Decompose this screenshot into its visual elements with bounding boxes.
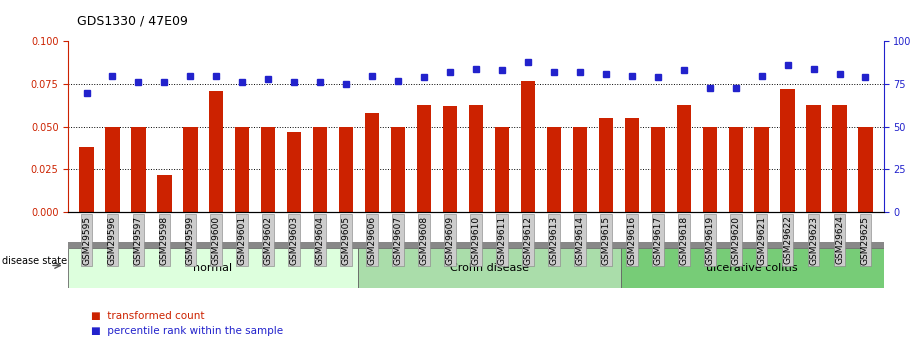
Text: ulcerative colitis: ulcerative colitis xyxy=(706,263,798,273)
Bar xyxy=(495,127,509,212)
Text: GSM29602: GSM29602 xyxy=(264,216,272,265)
Text: disease state: disease state xyxy=(2,256,67,266)
Text: ■  transformed count: ■ transformed count xyxy=(91,311,205,321)
Text: GSM29613: GSM29613 xyxy=(549,216,558,265)
Text: GDS1330 / 47E09: GDS1330 / 47E09 xyxy=(77,14,189,28)
Text: GSM29601: GSM29601 xyxy=(238,216,247,265)
Bar xyxy=(620,248,884,288)
Text: GSM29612: GSM29612 xyxy=(524,216,532,265)
Text: Crohn disease: Crohn disease xyxy=(450,263,528,273)
Text: GSM29617: GSM29617 xyxy=(653,216,662,265)
Bar xyxy=(391,127,405,212)
Text: GSM29608: GSM29608 xyxy=(420,216,428,265)
Bar xyxy=(547,127,561,212)
Bar xyxy=(183,127,198,212)
Bar xyxy=(106,127,119,212)
Text: GSM29618: GSM29618 xyxy=(680,216,688,265)
Text: GSM29595: GSM29595 xyxy=(82,216,91,265)
Text: GSM29610: GSM29610 xyxy=(472,216,480,265)
Text: GSM29620: GSM29620 xyxy=(732,216,740,265)
Bar xyxy=(287,132,302,212)
Text: normal: normal xyxy=(193,263,232,273)
Bar xyxy=(365,113,379,212)
Bar xyxy=(339,127,353,212)
Bar xyxy=(417,105,431,212)
Text: GSM29597: GSM29597 xyxy=(134,216,143,265)
Text: GSM29609: GSM29609 xyxy=(445,216,455,265)
Text: GSM29622: GSM29622 xyxy=(783,216,792,265)
Text: GSM29616: GSM29616 xyxy=(628,216,636,265)
Text: GSM29607: GSM29607 xyxy=(394,216,403,265)
Bar xyxy=(443,106,457,212)
Bar xyxy=(358,248,620,288)
Bar xyxy=(650,127,665,212)
Bar xyxy=(235,127,250,212)
Bar xyxy=(625,118,639,212)
Text: GSM29614: GSM29614 xyxy=(576,216,584,265)
Bar xyxy=(79,147,94,212)
Bar xyxy=(702,127,717,212)
Text: GSM29603: GSM29603 xyxy=(290,216,299,265)
Text: GSM29600: GSM29600 xyxy=(212,216,220,265)
Bar xyxy=(729,127,742,212)
Text: GSM29596: GSM29596 xyxy=(108,216,117,265)
Bar xyxy=(573,127,587,212)
Bar xyxy=(469,105,483,212)
Bar xyxy=(833,105,846,212)
Text: GSM29624: GSM29624 xyxy=(835,216,844,265)
Bar xyxy=(781,89,794,212)
Bar xyxy=(521,81,535,212)
Text: GSM29619: GSM29619 xyxy=(705,216,714,265)
Text: GSM29605: GSM29605 xyxy=(342,216,351,265)
Bar xyxy=(313,127,327,212)
Bar xyxy=(858,127,873,212)
Text: GSM29606: GSM29606 xyxy=(368,216,376,265)
Text: GSM29625: GSM29625 xyxy=(861,216,870,265)
Text: GSM29599: GSM29599 xyxy=(186,216,195,265)
Text: GSM29598: GSM29598 xyxy=(160,216,169,265)
Bar xyxy=(131,127,146,212)
Text: GSM29621: GSM29621 xyxy=(757,216,766,265)
Text: ■  percentile rank within the sample: ■ percentile rank within the sample xyxy=(91,326,283,335)
Text: GSM29615: GSM29615 xyxy=(601,216,610,265)
Bar xyxy=(806,105,821,212)
Bar xyxy=(158,175,171,212)
Text: GSM29604: GSM29604 xyxy=(316,216,324,265)
Bar xyxy=(261,127,275,212)
Text: GSM29623: GSM29623 xyxy=(809,216,818,265)
Text: GSM29611: GSM29611 xyxy=(497,216,507,265)
Bar xyxy=(677,105,691,212)
Bar xyxy=(68,248,358,288)
Bar xyxy=(210,91,223,212)
Bar xyxy=(599,118,613,212)
Bar xyxy=(754,127,769,212)
